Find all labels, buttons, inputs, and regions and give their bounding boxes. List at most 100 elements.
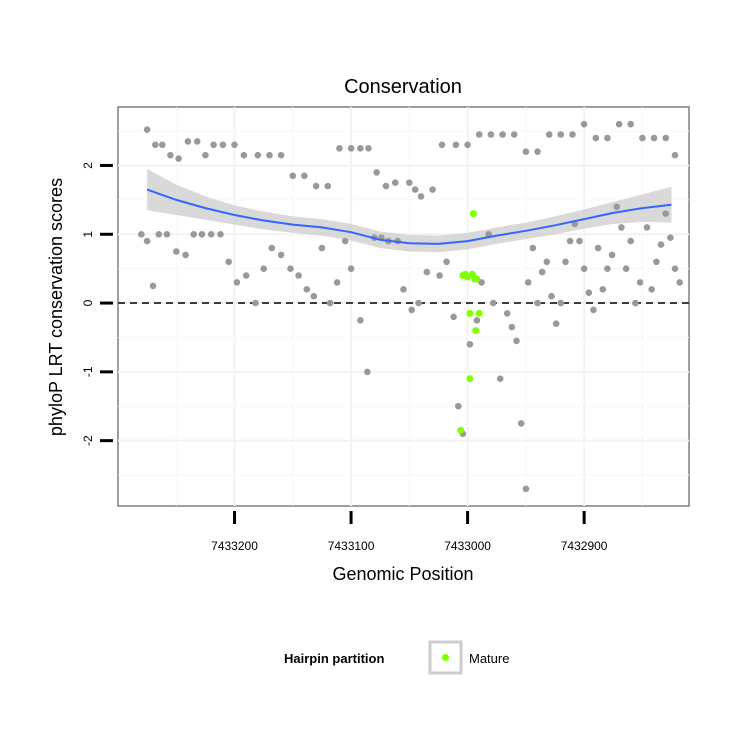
point-mature-7 bbox=[469, 210, 477, 218]
point-other-51 bbox=[143, 237, 151, 245]
point-other-128 bbox=[636, 279, 644, 286]
point-other-18 bbox=[324, 182, 332, 190]
point-other-113 bbox=[566, 237, 574, 245]
point-other-100 bbox=[508, 323, 516, 331]
point-mature-11 bbox=[475, 309, 483, 317]
point-mature-4 bbox=[466, 375, 474, 383]
point-other-136 bbox=[676, 279, 683, 286]
point-other-13 bbox=[266, 151, 273, 159]
point-other-49 bbox=[671, 151, 679, 159]
loess-smooth-line bbox=[146, 188, 672, 245]
point-other-89 bbox=[443, 258, 450, 266]
y-tick-label-2: 0 bbox=[81, 299, 95, 306]
point-other-31 bbox=[464, 141, 471, 149]
point-other-21 bbox=[357, 145, 364, 152]
point-other-133 bbox=[662, 210, 669, 217]
point-other-10 bbox=[231, 141, 238, 149]
point-other-23 bbox=[373, 169, 381, 176]
point-other-88 bbox=[436, 272, 443, 279]
point-other-44 bbox=[615, 120, 623, 128]
point-other-135 bbox=[671, 265, 679, 273]
point-other-101 bbox=[513, 337, 520, 345]
confidence-ribbon bbox=[147, 168, 672, 253]
point-other-2 bbox=[159, 141, 166, 149]
point-other-86 bbox=[423, 268, 431, 276]
legend: Hairpin partition Mature bbox=[284, 640, 509, 675]
point-other-127 bbox=[632, 299, 639, 307]
point-other-112 bbox=[562, 258, 569, 266]
point-other-11 bbox=[240, 151, 248, 159]
point-other-134 bbox=[667, 234, 674, 241]
point-other-129 bbox=[643, 224, 651, 231]
point-other-104 bbox=[524, 279, 532, 286]
point-other-25 bbox=[392, 179, 399, 186]
point-other-77 bbox=[357, 317, 364, 324]
point-other-66 bbox=[268, 244, 276, 252]
point-other-68 bbox=[287, 265, 294, 273]
point-mature-10 bbox=[473, 275, 481, 283]
chart-title: Conservation bbox=[344, 76, 462, 98]
point-other-58 bbox=[198, 231, 206, 238]
x-tick-label-3: 7432900 bbox=[561, 539, 608, 553]
point-other-38 bbox=[545, 131, 553, 138]
point-other-35 bbox=[510, 131, 518, 138]
point-other-32 bbox=[475, 131, 483, 138]
point-other-94 bbox=[473, 317, 481, 324]
point-other-28 bbox=[417, 193, 425, 200]
point-other-3 bbox=[167, 151, 174, 159]
point-other-111 bbox=[557, 299, 565, 307]
y-tick-label-1: 1 bbox=[81, 231, 95, 238]
point-other-30 bbox=[452, 141, 460, 149]
x-tick-label-1: 7433100 bbox=[328, 539, 375, 553]
point-other-87 bbox=[429, 186, 436, 193]
background-points bbox=[138, 120, 683, 493]
point-other-36 bbox=[522, 148, 530, 155]
legend-key-mature-dot bbox=[442, 654, 449, 661]
point-other-78 bbox=[364, 368, 371, 376]
point-other-72 bbox=[318, 244, 326, 252]
point-other-108 bbox=[543, 258, 551, 266]
point-other-98 bbox=[496, 375, 504, 383]
y-tick-label-3: -1 bbox=[81, 366, 95, 377]
point-mature-5 bbox=[466, 309, 474, 317]
legend-label-mature: Mature bbox=[469, 651, 509, 666]
point-other-50 bbox=[138, 231, 145, 238]
point-other-8 bbox=[210, 141, 217, 149]
point-other-91 bbox=[455, 402, 462, 410]
point-other-34 bbox=[499, 131, 506, 138]
point-other-53 bbox=[155, 231, 163, 238]
point-other-43 bbox=[604, 134, 611, 142]
point-other-130 bbox=[648, 286, 655, 293]
point-other-27 bbox=[411, 186, 419, 193]
y-tick-label-0: 2 bbox=[81, 162, 95, 169]
point-other-54 bbox=[163, 231, 171, 238]
point-other-71 bbox=[310, 292, 318, 300]
point-other-116 bbox=[580, 265, 588, 273]
point-other-59 bbox=[207, 231, 215, 238]
point-other-37 bbox=[534, 148, 541, 155]
point-other-61 bbox=[225, 258, 232, 266]
point-mature-0 bbox=[457, 426, 465, 434]
point-other-131 bbox=[653, 258, 660, 266]
x-tick-label-0: 7433200 bbox=[211, 539, 258, 553]
point-other-22 bbox=[365, 145, 372, 152]
point-other-57 bbox=[190, 231, 197, 238]
point-other-26 bbox=[406, 179, 413, 186]
point-other-115 bbox=[576, 237, 583, 245]
point-other-73 bbox=[326, 299, 334, 307]
mature-points bbox=[457, 210, 483, 434]
point-other-24 bbox=[382, 182, 390, 190]
point-other-60 bbox=[217, 231, 224, 238]
point-other-65 bbox=[260, 265, 268, 273]
point-other-62 bbox=[233, 279, 241, 286]
point-other-118 bbox=[590, 306, 597, 314]
point-other-0 bbox=[143, 126, 151, 133]
point-other-97 bbox=[489, 299, 497, 307]
point-other-76 bbox=[347, 265, 355, 273]
point-other-63 bbox=[242, 272, 250, 279]
point-other-42 bbox=[592, 134, 600, 142]
point-other-105 bbox=[529, 244, 537, 252]
legend-title: Hairpin partition bbox=[284, 651, 384, 666]
point-other-55 bbox=[173, 248, 180, 255]
point-other-124 bbox=[618, 224, 625, 231]
